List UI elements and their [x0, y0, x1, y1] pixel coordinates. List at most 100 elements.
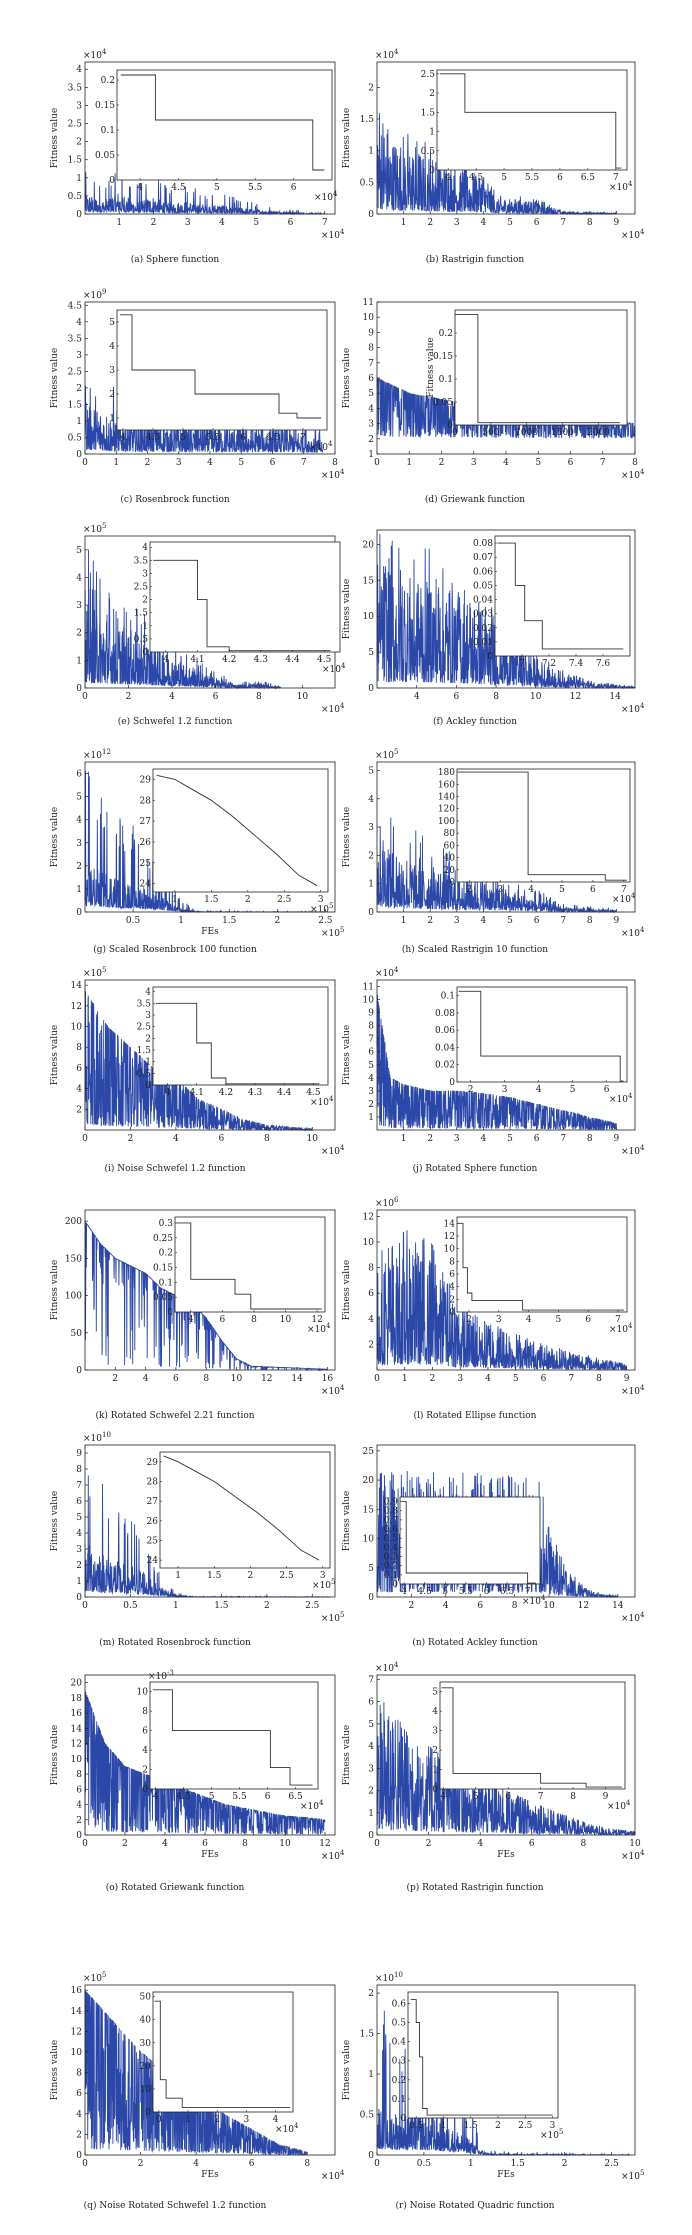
inset-x-tick-label: 7 — [613, 173, 619, 183]
y-tick-label: 3 — [368, 1087, 374, 1097]
inset-x-tick-label: 0 — [156, 2115, 162, 2125]
inset-x-tick-label: 5 — [559, 885, 565, 895]
inset-y-tick-label: 0.03 — [473, 610, 493, 620]
inset-x-tick-label: 6 — [220, 1315, 226, 1325]
y-tick-label: 12 — [71, 2027, 82, 2037]
y-tick-label: 0.5 — [68, 433, 83, 443]
inset-frame — [494, 535, 631, 657]
inset-x-tick-label: 4.4 — [285, 655, 300, 665]
subplot-m: 0 1 2 3 4 5 6 7 8 9 0 0.5 1 1.5 2 2.5 ×1010 ×105 Fitness v… — [50, 1431, 344, 1648]
inset-y-tick-label: 3 — [432, 1727, 438, 1737]
inset-x-tick-label: 4 — [536, 1085, 542, 1095]
inset-x-tick-label: 6 — [240, 433, 246, 443]
inset-x-tick-label: 7.6 — [596, 659, 611, 669]
inset-y-tick-label: 27 — [147, 1497, 159, 1507]
caption-d: (d) Griewank function — [425, 494, 525, 505]
x-exponent: ×104 — [621, 1384, 645, 1397]
x-tick-label: 8 — [304, 2159, 310, 2169]
inset-y-tick-label: 0.15 — [95, 101, 115, 111]
x-tick-label: 7 — [568, 1374, 574, 1384]
inset-o: 0 2 4 6 8 10 4 4.5 5 5.5 6 6.5×104 ×10-3 — [137, 1669, 324, 1812]
inset-y-tick-label: 0 — [142, 648, 148, 658]
inset-x-exponent: ×104 — [300, 1799, 324, 1812]
y-tick-label: 1 — [368, 2070, 374, 2080]
plot-frame-o — [84, 1674, 336, 1836]
y-tick-label: 12 — [71, 1740, 82, 1750]
inset-frame — [152, 768, 329, 893]
x-tick-label: 3 — [457, 1374, 463, 1384]
y-tick-label: 16 — [71, 1986, 83, 1996]
inset-x-tick-label: 4 — [445, 173, 451, 183]
inset-y-tick-label: 2 — [142, 596, 148, 606]
x-tick-label: 2 — [112, 1374, 118, 1384]
inset-x-tick-label: 1000 — [515, 428, 538, 438]
x-tick-label: 4 — [443, 1601, 449, 1611]
x-tick-label: 2 — [430, 1374, 436, 1384]
inset-frame — [149, 1681, 319, 1790]
x-tick-label: 6 — [534, 218, 540, 228]
x-tick-label: 12 — [319, 1839, 330, 1849]
y-tick-label: 0.5 — [360, 2111, 375, 2121]
y-tick-label: 8 — [76, 2069, 82, 2079]
inset-y-tick-label: 0.04 — [473, 596, 493, 606]
caption-e: (e) Schwefel 1.2 function — [118, 716, 233, 727]
x-tick-label: 6 — [454, 692, 460, 702]
inset-y-tick-label: 29 — [147, 1458, 159, 1468]
inset-x-exponent: ×104 — [275, 2122, 299, 2135]
inset-x-tick-label: 4.1 — [190, 1088, 204, 1098]
inset-best-line — [152, 1689, 313, 1786]
x-tick-label: 5 — [535, 458, 541, 468]
y-tick-label: 8 — [76, 1465, 82, 1475]
inset-y-tick-label: 2 — [145, 1034, 151, 1044]
inset-y-tick-label: 1.5 — [421, 108, 436, 118]
inset-x-tick-label: 4 — [188, 1315, 194, 1325]
x-tick-label: 4 — [481, 1134, 487, 1144]
x-axis-label: FEs — [497, 2170, 515, 2180]
x-tick-label: 9 — [614, 1134, 620, 1144]
y-tick-label: 6 — [76, 1064, 82, 1074]
x-tick-label: 2 — [264, 1601, 270, 1611]
inset-best-line — [154, 2000, 291, 2108]
inset-y-tick-label: 1 — [109, 414, 115, 424]
inset-i: 00.511.522.533.544 4.1 4.2 4.3 4.4 4.5×104 — [137, 986, 334, 1108]
inset-x-tick-label: 4.2 — [219, 1088, 233, 1098]
inset-y-tick-label: 0.5 — [421, 147, 436, 157]
x-exponent: ×105 — [321, 926, 344, 939]
y-tick-label: 5 — [76, 793, 82, 803]
y-tick-label: 1 — [368, 147, 374, 157]
inset-frame — [174, 1216, 326, 1313]
inset-y-tick-label: 0.04 — [435, 1043, 455, 1053]
inset-y-tick-label: 0.05 — [433, 398, 453, 408]
y-tick-label: 0.5 — [360, 178, 375, 188]
inset-x-tick-label: 6.5 — [266, 433, 281, 443]
y-tick-label: 10 — [71, 2048, 83, 2058]
y-tick-label: 6 — [76, 2089, 82, 2099]
inset-y-tick-label: 0 — [167, 1308, 173, 1318]
subplot-h: 0 1 2 3 4 5 1 2 3 4 5 6 7 8 9 ×105 ×104 Fitness value 0 20 4… — [342, 748, 645, 955]
inset-x-tick-label: 2.5 — [518, 2121, 533, 2131]
y-axis-label: Fitness value — [342, 2040, 352, 2100]
inset-frame — [116, 69, 333, 181]
inset-y-tick-label: 0 — [449, 1308, 455, 1318]
inset-best-line — [155, 1002, 320, 1085]
inset-n: 00.10.20.30.40.50.60.70.80.9 4 4.5 5 5.5 6 6.5… — [384, 1496, 546, 1607]
y-tick-label: 4 — [76, 1085, 82, 1095]
x-tick-label: 1 — [401, 1134, 407, 1144]
y-tick-label: 14 — [71, 981, 83, 991]
inset-x-tick-label: 5.5 — [206, 433, 221, 443]
x-tick-label: 0 — [82, 692, 88, 702]
inset-y-tick-label: 0.1 — [441, 992, 455, 1002]
y-tick-label: 1 — [368, 880, 374, 890]
inset-y-axis-label: Fitness value — [426, 337, 436, 397]
x-tick-label: 6 — [529, 1839, 535, 1849]
y-axis-label: Fitness value — [50, 108, 60, 168]
x-tick-label: 1 — [401, 916, 407, 926]
inset-frame — [436, 69, 628, 171]
y-tick-label: 3 — [368, 823, 374, 833]
inset-x-tick-label: 4.2 — [222, 655, 236, 665]
inset-x-tick-label: 3 — [320, 1571, 326, 1581]
inset-y-tick-label: 0.2 — [101, 76, 115, 86]
inset-y-tick-label: 3.5 — [134, 556, 149, 566]
inset-y-tick-label: 4 — [142, 543, 148, 553]
plot-frame-n — [376, 1444, 636, 1598]
